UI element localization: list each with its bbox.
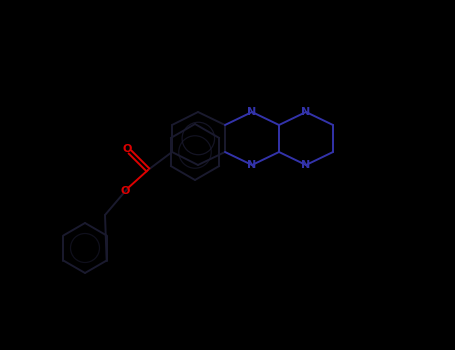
Text: N: N <box>301 107 311 117</box>
Text: N: N <box>248 160 257 170</box>
Text: O: O <box>122 144 131 154</box>
Text: N: N <box>248 107 257 117</box>
Text: N: N <box>301 160 311 170</box>
Text: O: O <box>120 186 130 196</box>
